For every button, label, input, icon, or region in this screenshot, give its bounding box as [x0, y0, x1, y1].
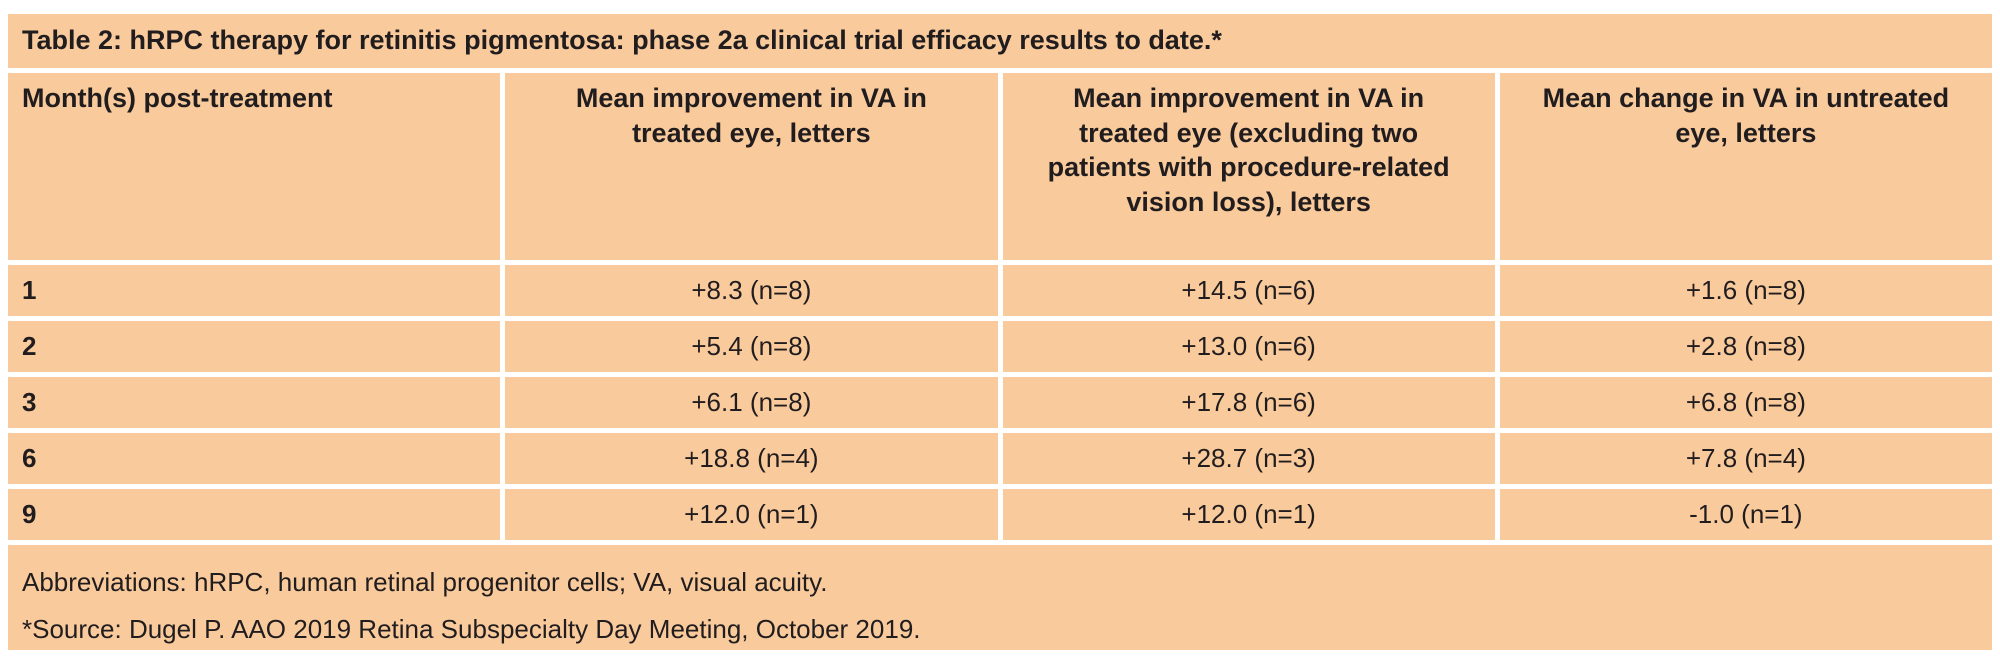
treated-eye-value: +6.1 (n=8)	[505, 377, 998, 428]
untreated-eye-value: +7.8 (n=4)	[1499, 433, 1992, 484]
untreated-eye-value: +2.8 (n=8)	[1499, 321, 1992, 372]
month-cell: 6	[8, 433, 501, 484]
untreated-eye-value: -1.0 (n=1)	[1499, 489, 1992, 540]
treated-eye-excluding-value: +28.7 (n=3)	[1002, 433, 1495, 484]
untreated-eye-value: +6.8 (n=8)	[1499, 377, 1992, 428]
column-header-treated-eye: Mean improvement in VA in treated eye, l…	[505, 73, 998, 260]
column-header-untreated-eye: Mean change in VA in untreated eye, lett…	[1499, 73, 1992, 260]
month-cell: 3	[8, 377, 501, 428]
untreated-eye-value: +1.6 (n=8)	[1499, 265, 1992, 316]
month-cell: 9	[8, 489, 501, 540]
month-cell: 2	[8, 321, 501, 372]
source-note: *Source: Dugel P. AAO 2019 Retina Subspe…	[22, 614, 921, 644]
table-title: Table 2: hRPC therapy for retinitis pigm…	[8, 14, 1992, 68]
month-cell: 1	[8, 265, 501, 316]
treated-eye-excluding-value: +14.5 (n=6)	[1002, 265, 1495, 316]
treated-eye-value: +12.0 (n=1)	[505, 489, 998, 540]
treated-eye-value: +8.3 (n=8)	[505, 265, 998, 316]
treated-eye-excluding-value: +12.0 (n=1)	[1002, 489, 1495, 540]
treated-eye-value: +18.8 (n=4)	[505, 433, 998, 484]
column-header-months-post-treatment: Month(s) post-treatment	[8, 73, 501, 260]
abbreviations-note: Abbreviations: hRPC, human retinal proge…	[22, 567, 828, 597]
table-footnotes: Abbreviations: hRPC, human retinal proge…	[8, 545, 1992, 650]
clinical-trial-results-table: Table 2: hRPC therapy for retinitis pigm…	[8, 14, 1992, 650]
treated-eye-excluding-value: +17.8 (n=6)	[1002, 377, 1495, 428]
treated-eye-excluding-value: +13.0 (n=6)	[1002, 321, 1495, 372]
column-header-treated-eye-excluding: Mean improvement in VA in treated eye (e…	[1002, 73, 1495, 260]
treated-eye-value: +5.4 (n=8)	[505, 321, 998, 372]
